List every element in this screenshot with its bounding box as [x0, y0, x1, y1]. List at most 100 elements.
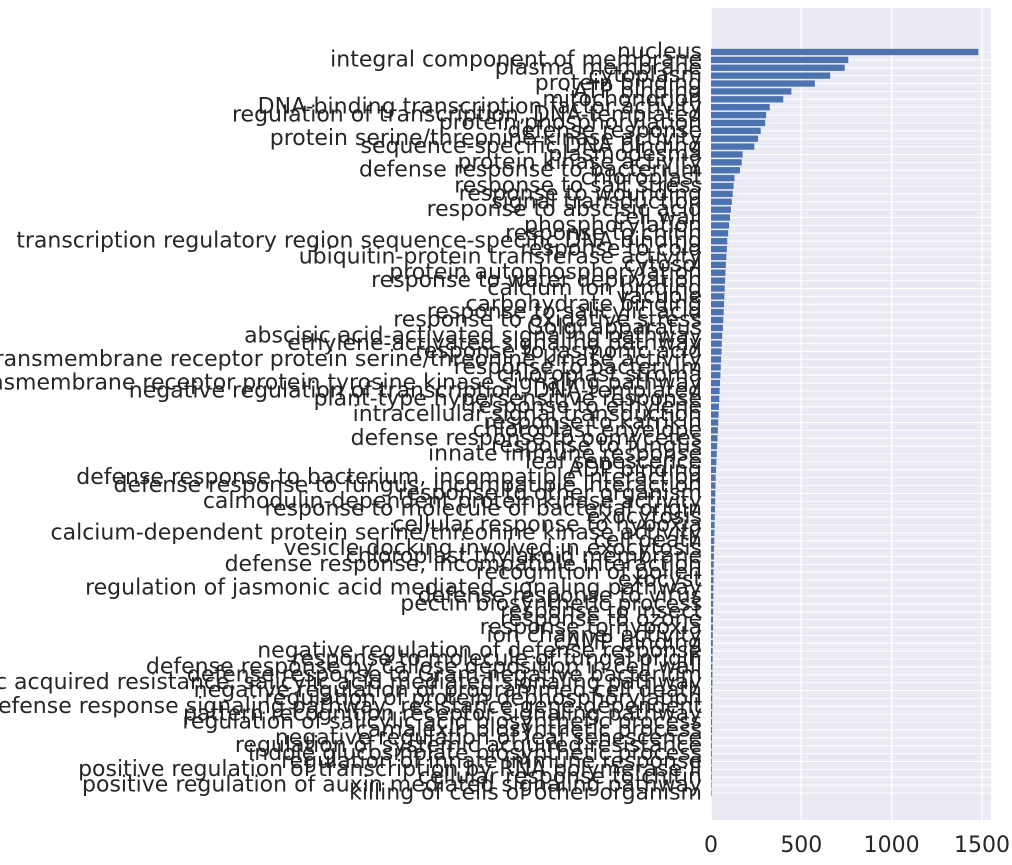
category-label: response to water deprivation [371, 268, 702, 293]
category-label: protein autophosphorylation [389, 260, 702, 285]
category-label: ubiquitin-protein transferase activity [299, 244, 702, 269]
category-label: transmembrane receptor protein serine/th… [0, 347, 702, 372]
bar [711, 584, 714, 592]
bar [711, 403, 719, 410]
bar [711, 450, 717, 458]
bar [711, 387, 720, 395]
category-label: pattern recognition receptor signaling p… [183, 702, 702, 727]
bar [711, 285, 725, 292]
bar [711, 569, 714, 576]
category-label: cytosol [624, 252, 702, 277]
bar [711, 561, 714, 568]
bar [711, 301, 725, 308]
category-label: ion channel activity [486, 623, 702, 648]
bar [711, 64, 845, 71]
category-label: response to other organism [398, 481, 702, 506]
category-label: response to oxidative stress [393, 308, 702, 333]
category-label: protein serine/threonine kinase activity [270, 126, 702, 151]
bar [711, 758, 712, 765]
bar [711, 340, 722, 347]
x-tick-label: 1500 [954, 833, 1010, 858]
category-label: mitochondrion [542, 87, 702, 112]
bar [711, 379, 721, 387]
bar [711, 372, 721, 379]
category-label: response to abscisic acid [427, 197, 702, 222]
category-label: negative regulation of leaf senescence [275, 725, 702, 750]
category-label: DNA-binding transcription factor activit… [258, 95, 702, 120]
bar [711, 632, 713, 639]
category-label: recognition of pollen [476, 560, 702, 585]
category-label: positive regulation of transcription by … [78, 757, 702, 782]
bar [711, 356, 722, 363]
category-label: cytoplasm [588, 63, 702, 88]
bar [711, 521, 715, 529]
bar [711, 498, 716, 505]
category-label: cellular response to hypoxia [392, 512, 702, 537]
category-label: protein kinase activity [457, 150, 702, 175]
category-label: exocytosis [587, 505, 702, 530]
category-label: cell wall [613, 205, 702, 230]
bar [711, 655, 713, 663]
category-label: response to chitin [505, 221, 702, 246]
bar [711, 766, 712, 773]
bar [711, 253, 727, 261]
bar [711, 506, 715, 513]
category-label: carbohydrate binding [465, 292, 702, 317]
category-label: response to wounding [459, 181, 702, 206]
category-label: transmembrane receptor protein tyrosine … [0, 371, 702, 396]
bar [711, 245, 727, 253]
bar [711, 616, 713, 623]
category-label: response to cold [520, 237, 702, 262]
category-label: chloroplast [581, 166, 703, 191]
category-label: response to ozone [500, 607, 702, 632]
category-label: negative regulation of defense response [257, 639, 702, 664]
category-label: integral component of membrane [330, 47, 702, 72]
bar [711, 230, 729, 237]
category-label: exocyst [618, 568, 703, 593]
category-label: defense response [507, 118, 702, 143]
category-label: defense response by callose deposition i… [146, 654, 702, 679]
bar [711, 159, 742, 166]
bar [711, 238, 728, 245]
bar [711, 679, 713, 686]
category-label: regulation of salicylic acid biosyntheti… [182, 710, 702, 735]
bar [711, 577, 714, 584]
x-tick-label: 0 [704, 833, 718, 858]
bar [711, 308, 724, 316]
bar [711, 442, 718, 450]
category-label: chloroplast envelope [473, 418, 702, 443]
category-label: ATP binding [573, 79, 702, 104]
category-label: response to fungus [491, 434, 702, 459]
category-label: camalexin biosynthetic process [356, 717, 702, 742]
x-tick-label: 1000 [864, 833, 920, 858]
bar [711, 703, 713, 710]
bar [711, 88, 792, 95]
category-label: plasma membrane [495, 55, 702, 80]
bar [711, 663, 713, 671]
category-label: defense response, incompatible interacti… [225, 552, 702, 577]
bar [711, 734, 712, 741]
category-label: defense response signaling pathway, resi… [0, 694, 702, 719]
category-label: defense response to bacterium, incompati… [76, 465, 702, 490]
category-label: negative regulation of transcription, DN… [129, 378, 702, 403]
bar [711, 608, 714, 615]
category-label: regulation of systemic acquired resistan… [235, 733, 702, 758]
bar [711, 324, 723, 332]
category-label: calcium-dependent protein serine/threoni… [51, 520, 702, 545]
bar [711, 332, 723, 339]
bar [711, 269, 726, 276]
category-label: regulation of transcription, DNA-templat… [232, 103, 702, 128]
bar [711, 277, 726, 284]
category-label: calcium ion binding [487, 276, 702, 301]
category-label: vesicle docking involved in exocytosis [283, 536, 702, 561]
bar [711, 80, 815, 87]
bar [711, 466, 717, 473]
bar [711, 695, 713, 702]
category-label: killing of cells of other organism [349, 781, 702, 806]
bar [711, 419, 719, 426]
bar [711, 474, 716, 481]
category-label: response to hypoxia [480, 615, 702, 640]
category-label: response to karrikin [484, 410, 702, 435]
bar [711, 592, 714, 600]
